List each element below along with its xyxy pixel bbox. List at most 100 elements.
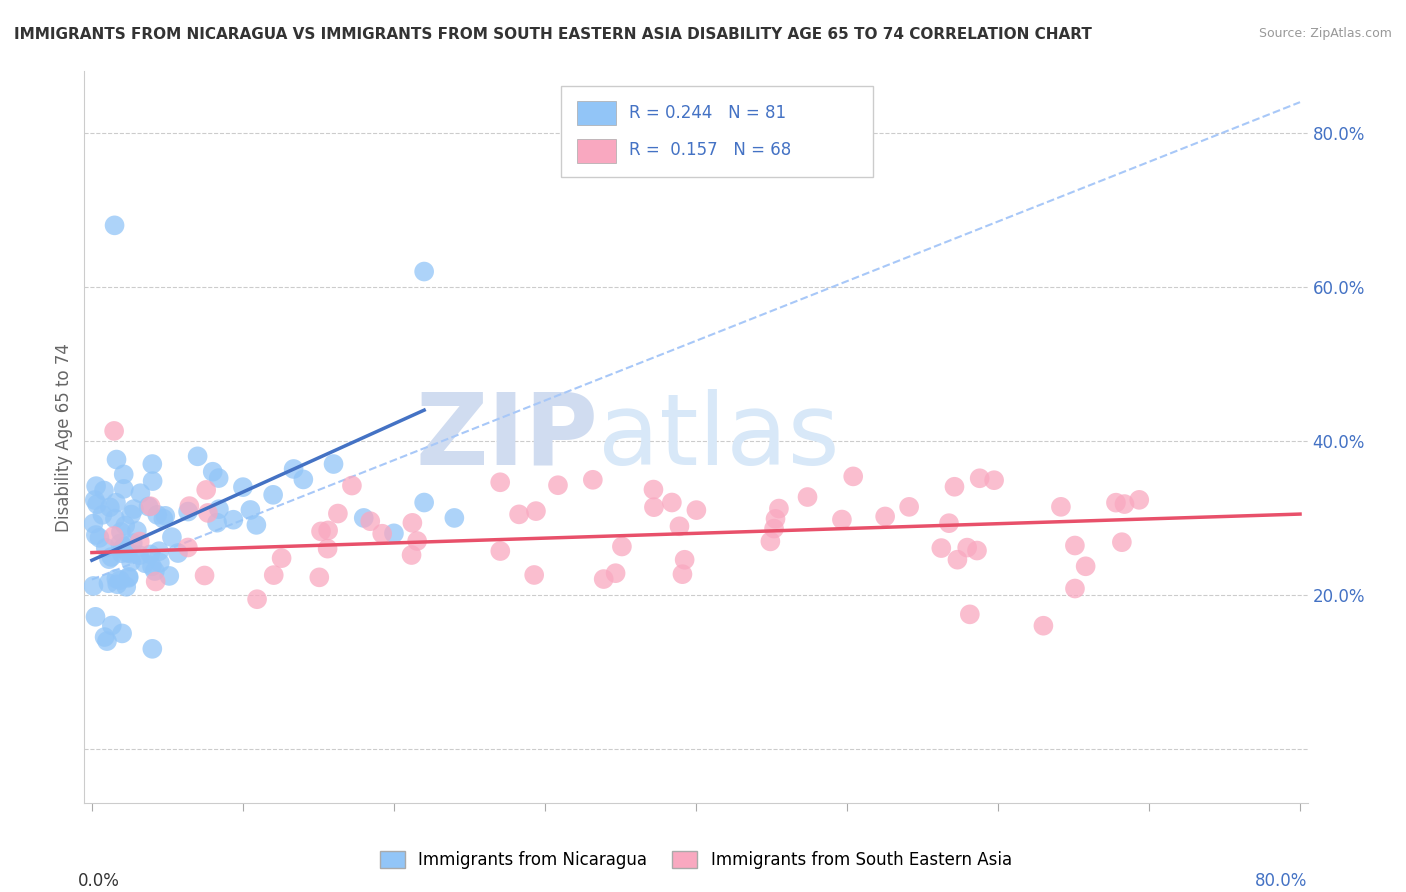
Point xyxy=(759,534,782,549)
Text: 0.0%: 0.0% xyxy=(79,872,120,890)
Point xyxy=(643,483,665,497)
Point xyxy=(120,508,142,522)
Point xyxy=(1064,539,1087,553)
Point xyxy=(308,570,330,584)
Point xyxy=(122,502,145,516)
Point xyxy=(523,568,546,582)
Point xyxy=(110,536,132,550)
Point xyxy=(89,531,111,545)
Point xyxy=(104,512,127,526)
Y-axis label: Disability Age 65 to 74: Disability Age 65 to 74 xyxy=(55,343,73,532)
Text: Source: ZipAtlas.com: Source: ZipAtlas.com xyxy=(1258,27,1392,40)
Point xyxy=(671,567,693,582)
Point xyxy=(842,469,865,483)
Point xyxy=(270,551,292,566)
Point xyxy=(406,534,429,549)
Point xyxy=(112,540,135,554)
Point xyxy=(82,516,104,531)
Point xyxy=(245,517,267,532)
Point xyxy=(149,556,172,570)
Point xyxy=(83,493,105,508)
Point xyxy=(117,546,139,560)
Point xyxy=(443,511,465,525)
Point xyxy=(413,495,436,509)
Point xyxy=(898,500,921,514)
Point xyxy=(668,519,690,533)
Text: IMMIGRANTS FROM NICARAGUA VS IMMIGRANTS FROM SOUTH EASTERN ASIA DISABILITY AGE 6: IMMIGRANTS FROM NICARAGUA VS IMMIGRANTS … xyxy=(14,27,1092,42)
Point xyxy=(98,552,121,566)
Point xyxy=(929,541,952,555)
Text: R =  0.157   N = 68: R = 0.157 N = 68 xyxy=(628,141,792,159)
Point xyxy=(121,536,143,550)
Point xyxy=(1111,535,1133,549)
Point xyxy=(292,472,315,486)
Point xyxy=(208,502,231,516)
Point xyxy=(141,457,163,471)
Point xyxy=(139,548,162,562)
Text: ZIP: ZIP xyxy=(415,389,598,485)
Point xyxy=(401,516,423,530)
Point xyxy=(1114,497,1136,511)
Point xyxy=(112,467,135,482)
Point xyxy=(489,544,512,558)
Point xyxy=(84,609,107,624)
Point xyxy=(145,574,167,589)
Point xyxy=(177,541,200,555)
Point xyxy=(105,452,128,467)
Point xyxy=(222,513,245,527)
Point xyxy=(610,540,633,554)
Point xyxy=(103,219,125,233)
Point xyxy=(195,483,218,497)
Point xyxy=(796,490,818,504)
Point xyxy=(93,483,115,498)
Point xyxy=(82,579,104,593)
Point xyxy=(97,576,120,591)
Point xyxy=(138,500,160,514)
Point xyxy=(120,555,142,569)
Point xyxy=(205,516,228,530)
Point xyxy=(101,618,124,632)
Point xyxy=(157,569,180,583)
Point xyxy=(246,592,269,607)
Point xyxy=(489,475,512,490)
Point xyxy=(110,546,132,560)
Point xyxy=(146,508,169,522)
Point xyxy=(177,504,200,518)
Point xyxy=(685,503,707,517)
Point xyxy=(208,471,231,485)
Point xyxy=(86,497,108,511)
FancyBboxPatch shape xyxy=(578,139,616,163)
Point xyxy=(1064,582,1087,596)
Point xyxy=(201,465,224,479)
Point xyxy=(100,549,122,564)
Point xyxy=(353,511,375,525)
Text: 80.0%: 80.0% xyxy=(1256,872,1308,890)
Point xyxy=(262,488,284,502)
Point xyxy=(141,559,163,574)
Point xyxy=(765,512,787,526)
Point xyxy=(155,508,177,523)
Point xyxy=(1105,496,1128,510)
Point xyxy=(141,641,163,656)
Point xyxy=(263,568,285,582)
Point xyxy=(111,541,134,556)
Point xyxy=(114,518,136,533)
Point xyxy=(143,564,166,578)
Point xyxy=(1074,559,1097,574)
Point xyxy=(969,471,991,485)
Point xyxy=(413,264,436,278)
Point xyxy=(673,553,696,567)
Point xyxy=(322,457,344,471)
Point xyxy=(371,526,394,541)
Point xyxy=(309,524,332,539)
Point xyxy=(382,526,405,541)
Point xyxy=(643,500,665,515)
Point xyxy=(831,512,853,526)
Point xyxy=(547,478,569,492)
Point xyxy=(316,541,339,556)
Point xyxy=(187,450,209,464)
Point xyxy=(134,556,156,570)
Point xyxy=(98,500,121,515)
Point xyxy=(111,626,134,640)
Point xyxy=(661,495,683,509)
